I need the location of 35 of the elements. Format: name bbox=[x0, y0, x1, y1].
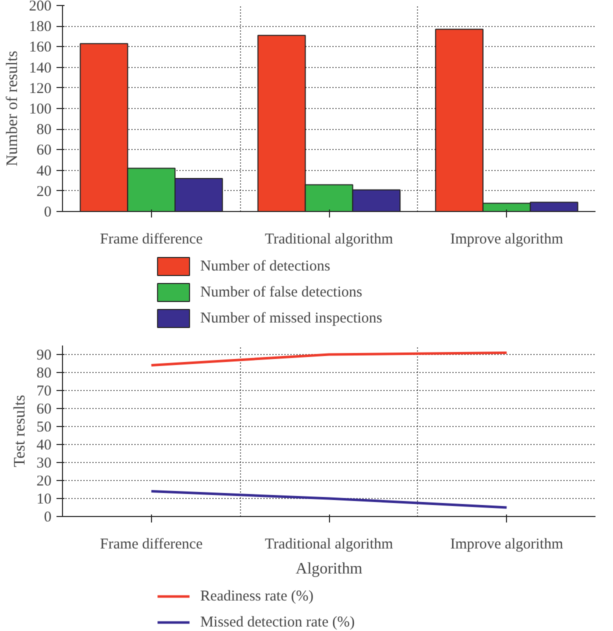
x-tick-label: Improve algorithm bbox=[450, 232, 564, 248]
y-tick-label: 80 bbox=[36, 366, 52, 382]
y-tick-label: 10 bbox=[36, 492, 52, 508]
y-tick-label: 60 bbox=[36, 142, 52, 159]
y-tick-label: 30 bbox=[36, 456, 52, 472]
legend-label: Missed detection rate (%) bbox=[200, 614, 355, 630]
y-tick-label: 60 bbox=[36, 402, 52, 418]
x-axis-title: Algorithm bbox=[296, 560, 363, 578]
y-tick-label: 20 bbox=[36, 184, 52, 200]
y-tick-label: 90 bbox=[36, 348, 52, 364]
x-tick-label: Traditional algorithm bbox=[264, 232, 394, 248]
y-tick-label: 140 bbox=[29, 60, 52, 76]
y-tick-label: 180 bbox=[29, 19, 52, 36]
y-tick-label: 200 bbox=[29, 0, 52, 14]
x-tick-label: Frame difference bbox=[100, 232, 203, 248]
y-tick-label: 0 bbox=[44, 204, 52, 220]
y-tick-label: 70 bbox=[36, 384, 52, 400]
legend-label: Number of missed inspections bbox=[200, 310, 382, 326]
y-axis-title: Number of results bbox=[4, 50, 21, 166]
y-axis-title: Test results bbox=[12, 394, 28, 468]
x-tick-label: Improve algorithm bbox=[450, 536, 564, 552]
x-tick-label: Traditional algorithm bbox=[264, 536, 394, 552]
y-tick-label: 120 bbox=[29, 80, 52, 97]
legend-label: Number of detections bbox=[200, 258, 330, 274]
y-tick-label: 100 bbox=[29, 102, 52, 118]
y-tick-label: 80 bbox=[36, 122, 52, 138]
y-tick-label: 40 bbox=[36, 163, 52, 180]
legend-label: Number of false detections bbox=[200, 284, 362, 300]
y-tick-label: 20 bbox=[36, 474, 52, 490]
y-tick-label: 0 bbox=[44, 510, 52, 526]
y-tick-label: 40 bbox=[36, 438, 52, 454]
y-tick-label: 160 bbox=[29, 40, 52, 56]
y-tick-label: 50 bbox=[36, 420, 52, 436]
legend-label: Readiness rate (%) bbox=[200, 588, 314, 604]
x-tick-label: Frame difference bbox=[100, 536, 203, 552]
